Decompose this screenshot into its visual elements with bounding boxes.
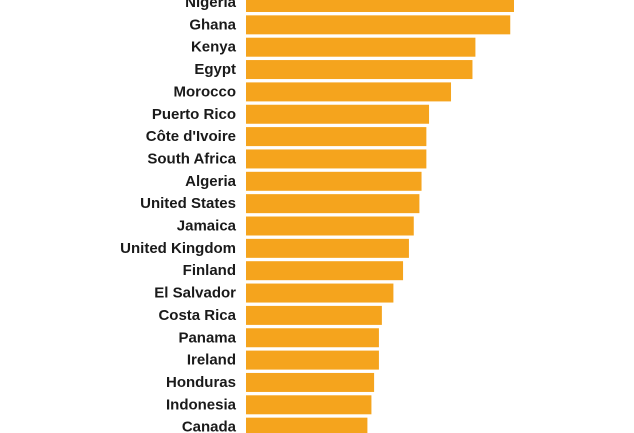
category-label: Nigeria xyxy=(185,0,237,11)
bar xyxy=(246,171,422,191)
category-label: Jamaica xyxy=(177,218,237,235)
bar xyxy=(246,417,368,433)
category-label: United States xyxy=(140,195,236,212)
bars xyxy=(246,0,514,433)
bar xyxy=(246,0,514,12)
bar xyxy=(246,372,375,392)
bar xyxy=(246,194,420,214)
category-label: Ireland xyxy=(187,352,236,369)
bar xyxy=(246,216,414,236)
category-label: South Africa xyxy=(147,150,236,167)
bar xyxy=(246,60,473,80)
bar xyxy=(246,82,452,102)
category-label: Morocco xyxy=(173,83,236,100)
bar xyxy=(246,104,430,124)
category-label: El Salvador xyxy=(154,285,236,302)
bar xyxy=(246,395,372,415)
category-label: Indonesia xyxy=(166,396,237,413)
bar xyxy=(246,283,394,303)
category-label: Egypt xyxy=(194,61,236,78)
category-label: Costa Rica xyxy=(158,307,236,324)
category-label: Côte d'Ivoire xyxy=(146,128,236,145)
bar xyxy=(246,350,379,370)
bar xyxy=(246,37,476,57)
category-label: Ghana xyxy=(189,16,236,33)
category-label: Puerto Rico xyxy=(152,106,236,123)
category-label: Finland xyxy=(183,262,236,279)
bar xyxy=(246,261,404,281)
bar xyxy=(246,15,511,35)
category-label: United Kingdom xyxy=(120,240,236,257)
bar xyxy=(246,127,427,147)
bar xyxy=(246,149,427,169)
category-label: Panama xyxy=(178,329,236,346)
category-label: Canada xyxy=(182,419,237,433)
bar xyxy=(246,328,379,348)
bar xyxy=(246,305,382,325)
bar xyxy=(246,238,409,258)
category-label: Honduras xyxy=(166,374,236,391)
category-label: Algeria xyxy=(185,173,237,190)
category-label: Kenya xyxy=(191,39,237,56)
category-labels: Nigeria Ghana Kenya Egypt Morocco Puerto Rico… xyxy=(120,0,236,433)
